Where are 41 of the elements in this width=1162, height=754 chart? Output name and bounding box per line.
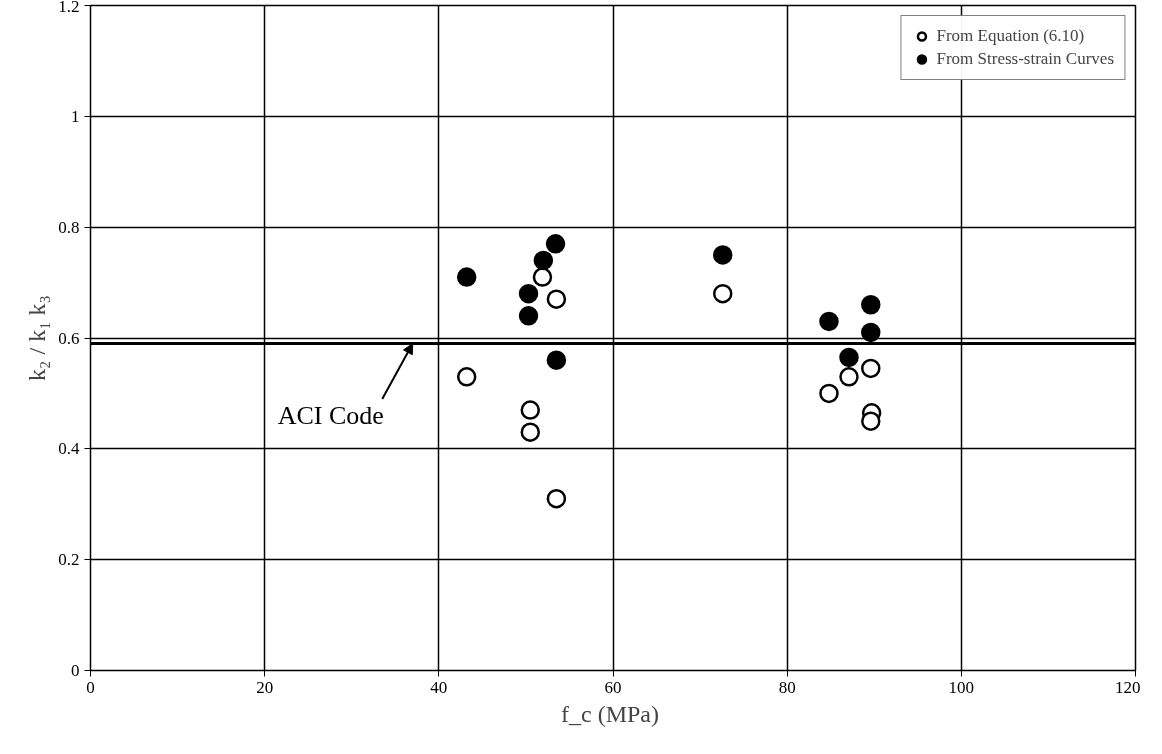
x-tick-label: 60 bbox=[604, 677, 622, 697]
y-tick-label: 0.6 bbox=[58, 328, 80, 348]
point bbox=[839, 367, 859, 387]
point bbox=[518, 283, 539, 304]
point bbox=[712, 283, 733, 304]
y-tick-label: 0.4 bbox=[58, 439, 80, 459]
point bbox=[518, 306, 539, 326]
point bbox=[533, 250, 554, 271]
x-tick-label: 100 bbox=[948, 677, 975, 697]
point bbox=[819, 311, 839, 332]
point bbox=[532, 267, 553, 287]
y-tick-label: 1 bbox=[71, 106, 80, 126]
y-tick-label: 0.2 bbox=[58, 550, 80, 570]
x-tick-label: 20 bbox=[256, 677, 274, 697]
point bbox=[545, 234, 566, 254]
point bbox=[819, 383, 839, 404]
x-tick-label: 40 bbox=[430, 677, 448, 697]
point bbox=[546, 289, 567, 309]
point bbox=[839, 347, 859, 368]
point bbox=[546, 350, 567, 370]
y-tick-label: 0.8 bbox=[58, 217, 80, 237]
point bbox=[712, 245, 733, 265]
y-tick-label: 0 bbox=[71, 661, 80, 680]
x-tick-label: 80 bbox=[778, 677, 796, 697]
point bbox=[520, 400, 541, 420]
point bbox=[861, 358, 881, 379]
y-tick-label: 1.2 bbox=[58, 0, 80, 16]
point bbox=[456, 267, 477, 287]
x-axis-title: f_c (MPa) bbox=[561, 700, 659, 727]
point bbox=[861, 322, 881, 343]
point bbox=[546, 488, 567, 509]
legend-label: From Stress-strain Curves bbox=[936, 49, 1114, 69]
x-tick-label: 0 bbox=[86, 677, 95, 697]
x-tick-label: 120 bbox=[1115, 677, 1141, 697]
point bbox=[861, 295, 881, 315]
legend-label: From Equation (6.10) bbox=[936, 26, 1085, 46]
y-axis-title: k₂ / k₁ k₃ bbox=[24, 295, 51, 381]
point bbox=[520, 422, 541, 442]
point bbox=[861, 411, 881, 431]
point bbox=[456, 367, 477, 387]
ref-line-label: ACI Code bbox=[277, 401, 384, 431]
